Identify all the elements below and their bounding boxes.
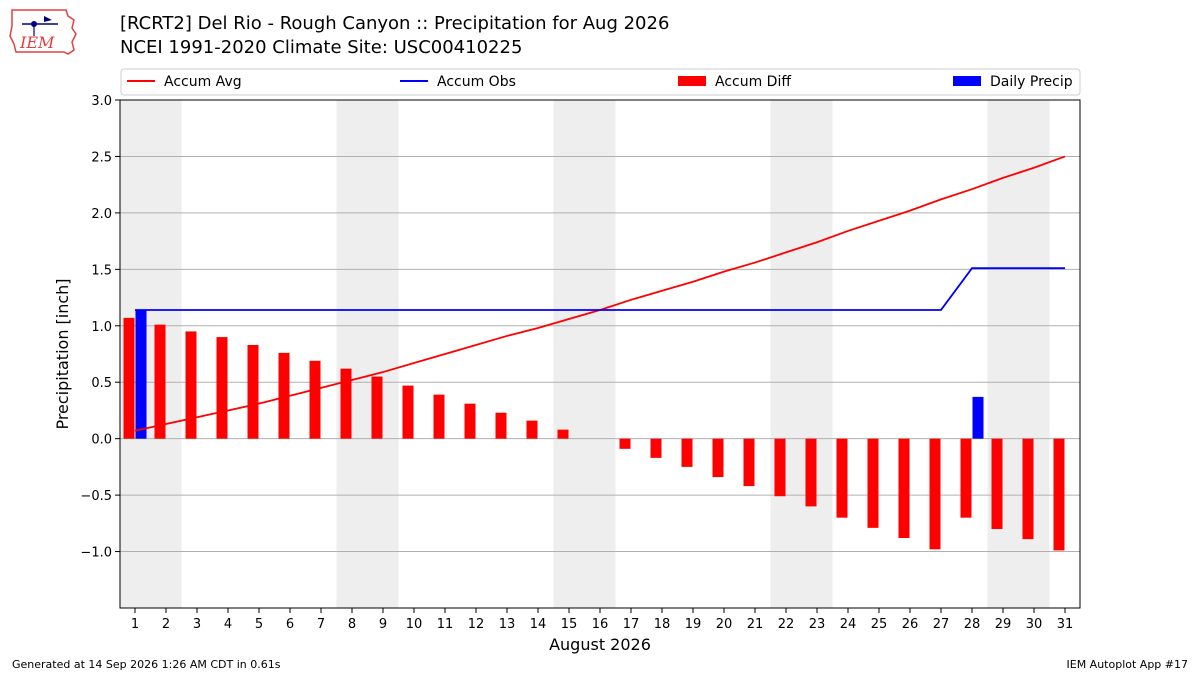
x-tick-label: 17	[623, 617, 640, 632]
legend-swatch-daily-precip	[953, 76, 981, 86]
chart-title: [RCRT2] Del Rio - Rough Canyon :: Precip…	[120, 12, 669, 60]
accum-diff-bar-day-2	[154, 324, 166, 439]
x-tick-label: 22	[778, 617, 795, 632]
y-tick-label: 0.5	[91, 376, 112, 391]
legend-box	[120, 68, 1081, 96]
title-line-2: NCEI 1991-2020 Climate Site: USC00410225	[120, 37, 523, 58]
accum-diff-bar-day-13	[495, 412, 507, 439]
weekend-band-3	[553, 100, 616, 608]
x-tick-label: 31	[1057, 617, 1074, 632]
legend: Accum Avg Accum Obs Accum Diff Daily Precip	[120, 68, 1081, 96]
accum-diff-bar-day-5	[247, 344, 259, 439]
x-tick-label: 13	[499, 617, 516, 632]
x-tick-label: 23	[809, 617, 826, 632]
weekend-band-4	[770, 100, 833, 608]
y-tick-label: −1.0	[80, 546, 112, 561]
x-tick-label: 9	[379, 617, 387, 632]
x-tick-label: 26	[902, 617, 919, 632]
accum-diff-bar-day-21	[743, 438, 755, 487]
x-tick-label: 7	[317, 617, 325, 632]
legend-label-accum-avg: Accum Avg	[164, 74, 242, 90]
accum-diff-bar-day-28	[960, 438, 972, 518]
accum-diff-bar-day-7	[309, 360, 321, 439]
y-axis-label: Precipitation [inch]	[53, 278, 72, 429]
accum-diff-bar-day-24	[836, 438, 848, 518]
accum-diff-bar-day-1	[123, 317, 135, 439]
x-tick-label: 10	[406, 617, 423, 632]
accum-diff-bar-day-18	[650, 438, 662, 458]
accum-diff-bar-day-14	[526, 420, 538, 439]
x-tick-label: 1	[131, 617, 139, 632]
x-tick-label: 4	[224, 617, 232, 632]
y-tick-label: 2.5	[91, 150, 112, 165]
x-tick-label: 20	[716, 617, 733, 632]
y-tick-label: 0.0	[91, 433, 112, 448]
x-tick-label: 8	[348, 617, 356, 632]
generated-note: Generated at 14 Sep 2026 1:26 AM CDT in …	[12, 658, 281, 671]
weekend-band-2	[336, 100, 399, 608]
x-tick-label: 5	[255, 617, 263, 632]
x-tick-label: 16	[592, 617, 609, 632]
x-axis-label: August 2026	[549, 635, 651, 654]
x-tick-label: 2	[162, 617, 170, 632]
accum-diff-bar-day-19	[681, 438, 693, 467]
x-tick-label: 6	[286, 617, 294, 632]
x-tick-label: 28	[964, 617, 981, 632]
accum-diff-bar-day-10	[402, 385, 414, 439]
accum-diff-bar-day-8	[340, 368, 352, 439]
x-tick-label: 27	[933, 617, 950, 632]
x-tick-label: 15	[561, 617, 578, 632]
accum-diff-bar-day-3	[185, 331, 197, 439]
accum-obs-line	[135, 267, 1065, 311]
accum-diff-bar-day-30	[1022, 438, 1034, 540]
accum-diff-bar-day-12	[464, 403, 476, 439]
accum-diff-bar-day-20	[712, 438, 724, 478]
legend-swatch-accum-diff	[678, 76, 706, 86]
legend-label-accum-obs: Accum Obs	[437, 74, 516, 90]
accum-diff-bar-day-9	[371, 376, 383, 439]
x-tick-label: 3	[193, 617, 201, 632]
legend-label-daily-precip: Daily Precip	[990, 74, 1073, 90]
accum-diff-bar-day-6	[278, 352, 290, 439]
x-tick-label: 29	[995, 617, 1012, 632]
app-credit: IEM Autoplot App #17	[1066, 658, 1189, 671]
iem-logo: IEM	[9, 9, 77, 55]
x-tick-label: 12	[468, 617, 485, 632]
accum-diff-bar-day-15	[557, 429, 569, 439]
accum-diff-bar-day-31	[1053, 438, 1065, 551]
accum-diff-bar-day-25	[867, 438, 879, 528]
legend-label-accum-diff: Accum Diff	[715, 74, 791, 90]
title-line-1: [RCRT2] Del Rio - Rough Canyon :: Precip…	[120, 13, 670, 34]
accum-diff-bar-day-27	[929, 438, 941, 550]
x-tick-label: 18	[654, 617, 671, 632]
x-tick-label: 24	[840, 617, 857, 632]
accum-diff-bar-day-29	[991, 438, 1003, 529]
daily-precip-bar-day-28	[972, 396, 984, 439]
daily-precip-bar-day-1	[135, 309, 147, 439]
x-tick-label: 11	[437, 617, 454, 632]
accum-diff-bar-day-4	[216, 337, 228, 439]
x-tick-label: 19	[685, 617, 702, 632]
y-tick-label: 1.5	[91, 263, 112, 278]
y-tick-label: −0.5	[80, 489, 112, 504]
weekend-band-5	[987, 100, 1050, 608]
logo-text: IEM	[19, 33, 55, 52]
x-tick-label: 21	[747, 617, 764, 632]
x-tick-label: 25	[871, 617, 888, 632]
x-tick-label: 14	[530, 617, 547, 632]
accum-diff-bar-day-11	[433, 394, 445, 439]
y-tick-label: 3.0	[91, 94, 112, 109]
x-tick-label: 30	[1026, 617, 1043, 632]
accum-diff-bar-day-22	[774, 438, 786, 497]
accum-diff-bar-day-26	[898, 438, 910, 539]
accum-diff-bar-day-17	[619, 438, 631, 449]
y-tick-label: 2.0	[91, 207, 112, 222]
accum-diff-bar-day-23	[805, 438, 817, 507]
y-tick-label: 1.0	[91, 320, 112, 335]
